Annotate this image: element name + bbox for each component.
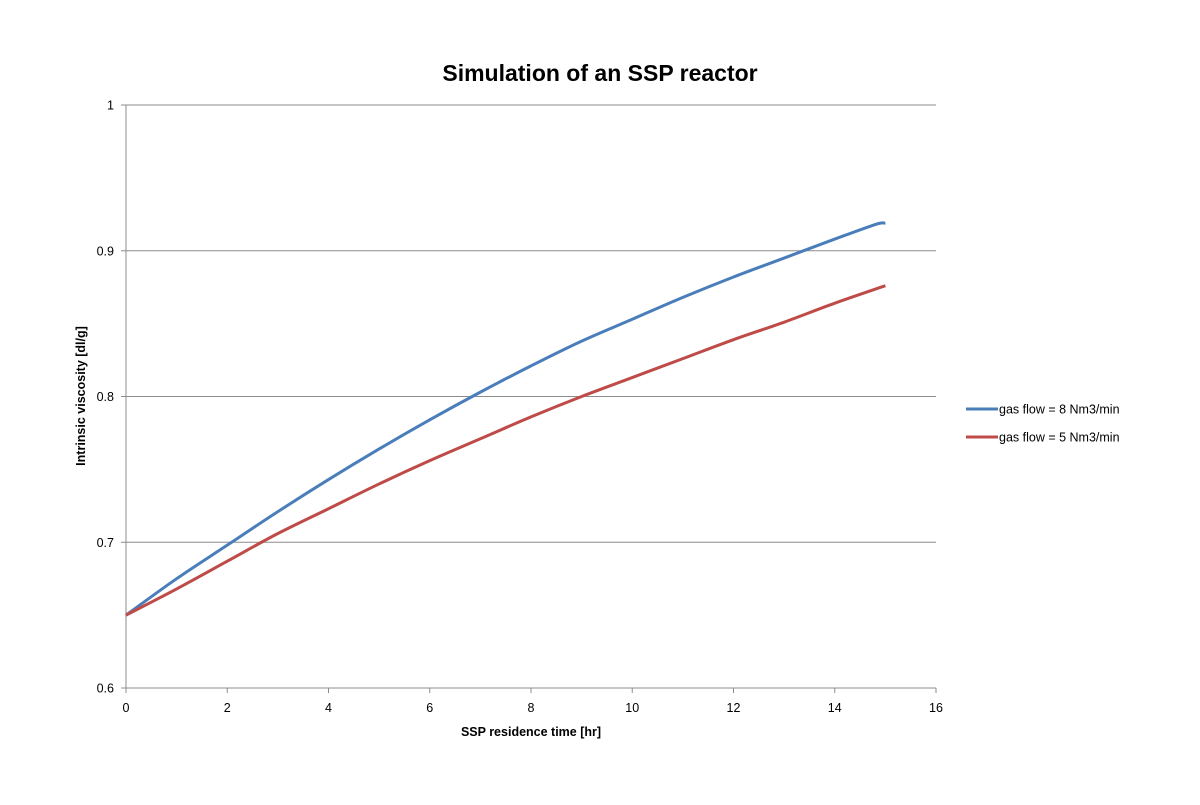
x-tick-label-8: 16 [929, 701, 943, 715]
series-line-0 [125, 221, 886, 617]
x-tick-label-5: 10 [625, 701, 639, 715]
chart-title: Simulation of an SSP reactor [442, 60, 757, 86]
x-tick-label-6: 12 [727, 701, 741, 715]
legend-label-1: gas flow = 5 Nm3/min [999, 431, 1120, 445]
x-tick-label-7: 14 [828, 701, 842, 715]
x-tick-label-1: 2 [224, 701, 231, 715]
y-tick-label-2: 0.8 [97, 390, 114, 404]
x-tick-label-2: 4 [325, 701, 332, 715]
x-tick-label-0: 0 [123, 701, 130, 715]
y-tick-label-3: 0.9 [97, 244, 114, 258]
series-line-1 [125, 284, 886, 617]
y-tick-label-1: 0.7 [97, 536, 114, 550]
tick-labels: 0.60.70.80.910 2 4 6 8 10 12 14 16 [97, 99, 943, 716]
series-lines [125, 221, 886, 617]
gridlines [126, 104, 936, 543]
x-tick-label-4: 8 [528, 701, 535, 715]
legend-label-0: gas flow = 8 Nm3/min [999, 403, 1120, 417]
x-axis-title: SSP residence time [hr] [461, 725, 601, 739]
axes [121, 104, 937, 693]
y-tick-label-0: 0.6 [97, 682, 114, 696]
legend: gas flow = 8 Nm3/min gas flow = 5 Nm3/min [966, 403, 1120, 445]
y-axis-title: Intrinsic viscosity [dl/g] [74, 326, 88, 466]
x-tick-label-3: 6 [426, 701, 433, 715]
y-tick-label-4: 1 [107, 99, 114, 113]
